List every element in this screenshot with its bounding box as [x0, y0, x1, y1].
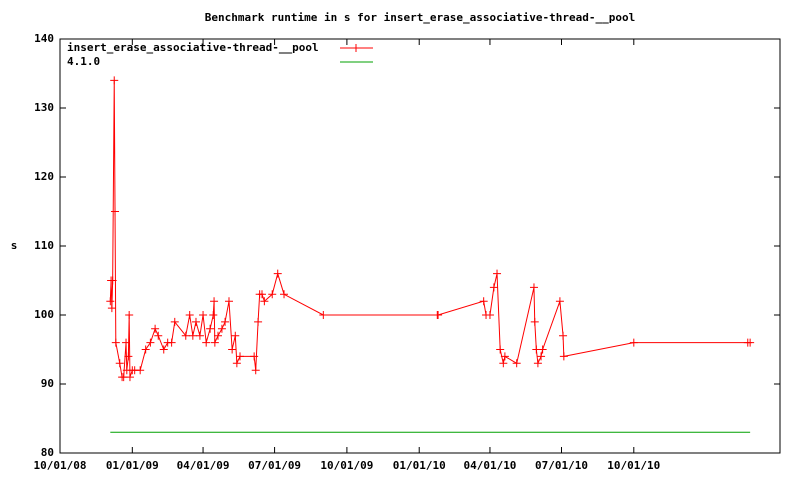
x-tick-label: 01/01/10 [393, 459, 446, 472]
legend-label: 4.1.0 [67, 55, 100, 68]
point-marker [125, 311, 134, 319]
point-marker [533, 359, 542, 368]
point-marker [500, 352, 509, 361]
point-marker [106, 297, 115, 306]
y-tick-label: 110 [34, 239, 54, 252]
point-marker [122, 338, 131, 347]
point-marker [195, 331, 204, 340]
y-tick-label: 120 [34, 170, 54, 183]
x-tick-label: 04/01/09 [177, 459, 230, 472]
point-marker [136, 366, 145, 375]
point-marker [111, 207, 120, 216]
x-tick-label: 04/01/10 [463, 459, 516, 472]
point-marker [228, 345, 237, 354]
point-marker [188, 331, 197, 340]
plot-frame [59, 38, 781, 454]
point-marker [537, 352, 546, 361]
y-tick-label: 100 [34, 308, 54, 321]
point-marker [231, 331, 240, 340]
point-marker [434, 311, 443, 319]
y-axis-label: s [11, 239, 18, 252]
point-marker [319, 311, 328, 319]
point-marker [236, 352, 244, 361]
y-tick-label: 80 [41, 446, 54, 459]
point-marker [124, 352, 133, 361]
point-marker [125, 373, 134, 382]
point-marker [250, 352, 259, 361]
point-marker [217, 324, 226, 333]
point-marker [209, 311, 218, 319]
point-marker [499, 359, 508, 368]
point-marker [629, 338, 638, 347]
point-marker [146, 338, 155, 347]
point-marker [202, 338, 211, 347]
point-marker [181, 331, 190, 340]
point-marker [559, 352, 568, 361]
series-line [109, 80, 751, 378]
point-marker [154, 331, 163, 340]
point-marker [191, 317, 200, 326]
legend-marker [352, 44, 360, 52]
point-marker [530, 317, 539, 326]
point-marker [159, 345, 168, 354]
point-marker [268, 290, 277, 299]
point-marker [167, 338, 176, 347]
point-marker [512, 359, 521, 368]
point-marker [254, 317, 263, 326]
point-marker [224, 297, 233, 306]
point-marker [485, 311, 494, 319]
y-tick-label: 130 [34, 101, 54, 114]
point-marker [273, 269, 282, 278]
x-tick-label: 07/01/09 [248, 459, 301, 472]
legend-label: insert_erase_associative-thread-__pool [67, 41, 319, 54]
point-marker [206, 324, 215, 333]
x-tick-label: 10/01/10 [607, 459, 660, 472]
point-marker [185, 311, 194, 319]
point-marker [251, 366, 260, 375]
point-marker [258, 290, 267, 299]
point-marker [210, 297, 219, 306]
point-marker [108, 276, 117, 285]
chart-title: Benchmark runtime in s for insert_erase_… [205, 11, 635, 24]
x-tick-label: 01/01/09 [106, 459, 159, 472]
point-marker [141, 345, 150, 354]
point-marker [110, 76, 119, 85]
point-marker [493, 269, 502, 278]
point-marker [221, 317, 230, 326]
point-marker [489, 283, 498, 292]
point-marker [213, 331, 222, 340]
point-marker [538, 345, 547, 354]
point-marker [746, 338, 755, 347]
y-tick-label: 140 [34, 32, 54, 45]
point-marker [199, 311, 208, 319]
point-marker [280, 290, 289, 299]
point-marker [559, 331, 568, 340]
point-marker [232, 359, 241, 368]
point-marker [115, 359, 124, 368]
point-marker [107, 304, 116, 313]
x-tick-label: 07/01/10 [535, 459, 588, 472]
point-marker [529, 283, 538, 292]
point-marker [111, 338, 120, 347]
point-marker [210, 338, 219, 347]
x-tick-label: 10/01/09 [320, 459, 373, 472]
y-tick-label: 90 [41, 377, 54, 390]
point-marker [260, 297, 269, 306]
point-marker [496, 345, 505, 354]
point-marker [555, 297, 564, 306]
point-marker [479, 297, 488, 306]
point-marker [170, 317, 179, 326]
x-tick-label: 10/01/08 [34, 459, 87, 472]
point-marker [151, 324, 160, 333]
